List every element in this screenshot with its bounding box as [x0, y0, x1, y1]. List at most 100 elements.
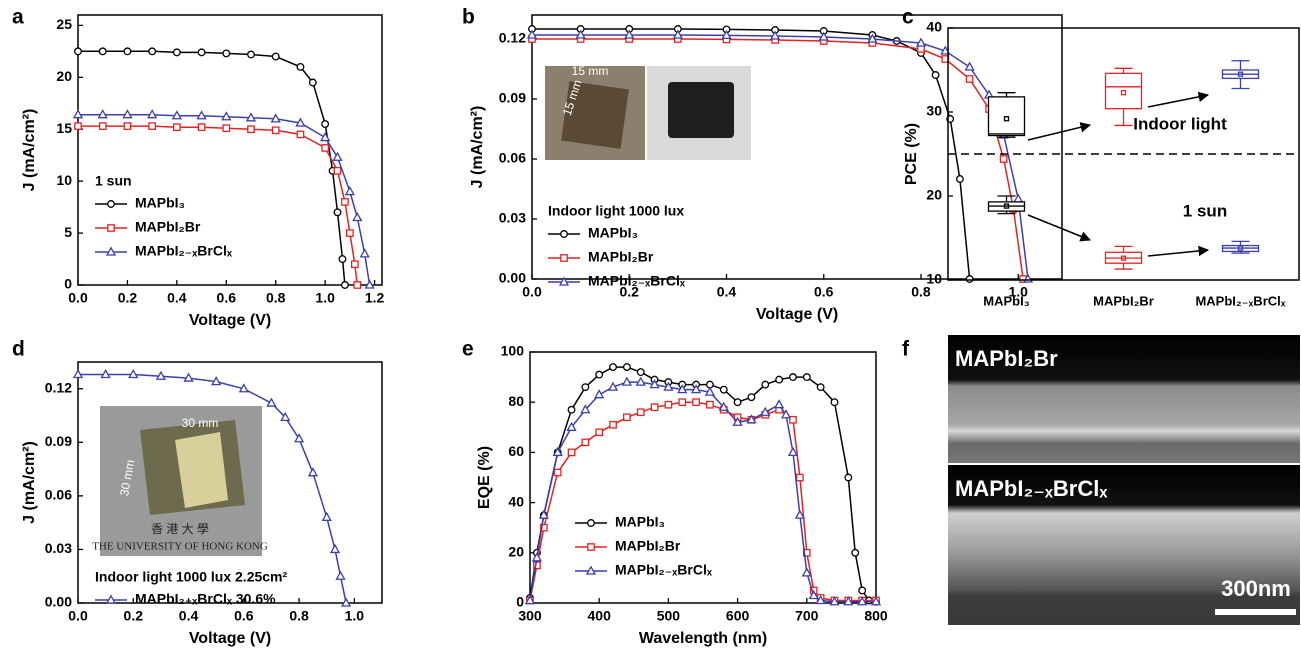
x-tick-label: MAPbI₃: [983, 293, 1029, 308]
mean: [1120, 90, 1127, 96]
marker: [624, 29, 635, 39]
x-tick-label: 1.0: [345, 608, 365, 624]
x-tick-label: 300: [518, 608, 542, 624]
x-tick-label: 0.0: [68, 290, 88, 306]
marker: [965, 275, 974, 283]
marker: [635, 376, 646, 386]
marker: [538, 509, 549, 519]
x-tick-label: 400: [588, 608, 612, 624]
marker: [296, 62, 305, 71]
marker: [858, 586, 867, 595]
y-tick-label: 0.00: [499, 270, 526, 286]
marker: [965, 75, 974, 83]
marker: [760, 406, 771, 416]
y-tick-label: 10: [56, 172, 72, 188]
x-tick-label: 800: [864, 608, 888, 624]
marker: [567, 448, 576, 457]
y-tick-label: 0: [64, 276, 72, 292]
marker: [321, 120, 330, 128]
x-tick-label: 0.4: [717, 284, 737, 300]
marker: [526, 29, 538, 39]
legend-label: MAPbI₃: [615, 514, 665, 530]
marker: [197, 48, 206, 57]
marker: [672, 29, 683, 39]
x-tick-label: 600: [726, 608, 750, 624]
y-tick-label: 25: [56, 16, 72, 32]
mean: [1003, 203, 1010, 209]
marker: [560, 254, 568, 262]
marker: [706, 400, 714, 409]
marker: [531, 552, 543, 562]
y-axis-label: J (mA/cm²): [21, 109, 38, 192]
y-tick-label: 80: [508, 393, 524, 409]
x-tick-label: 0.2: [118, 290, 138, 306]
marker: [595, 428, 604, 437]
y-tick-label: 10: [926, 271, 942, 287]
marker: [238, 383, 249, 393]
marker: [636, 408, 645, 417]
panel-letter: f: [902, 338, 910, 361]
marker: [721, 29, 732, 40]
x-tick-label: 0.2: [620, 284, 640, 300]
y-tick-label: 60: [508, 443, 524, 459]
marker: [359, 248, 370, 258]
marker: [844, 473, 853, 482]
marker: [221, 111, 232, 121]
marker: [173, 123, 181, 132]
y-tick-label: 0.06: [45, 487, 72, 503]
legend-label: MAPbI₂₋ₓBrClₓ 30.6%: [135, 591, 276, 607]
y-tick-label: 20: [56, 68, 72, 84]
marker: [770, 30, 781, 40]
legend-label: MAPbI₂Br: [588, 249, 654, 265]
marker: [105, 594, 117, 604]
legend-title: Indoor light 1000 lux 2.25cm²: [95, 569, 288, 585]
panel-letter: a: [12, 6, 24, 29]
marker: [196, 110, 207, 120]
marker: [732, 416, 743, 426]
marker: [332, 151, 343, 161]
legend-label: MAPbI₂₋ₓBrClₓ: [588, 273, 686, 289]
marker: [787, 446, 799, 457]
y-axis-label: PCE (%): [903, 123, 920, 185]
marker: [999, 155, 1008, 163]
y-tick-label: 40: [926, 19, 942, 35]
marker: [344, 186, 355, 196]
marker: [553, 468, 562, 477]
marker: [587, 543, 595, 551]
x-tick-label: 1.0: [315, 290, 335, 306]
marker: [197, 123, 206, 132]
marker: [524, 594, 536, 605]
inset-label: 香 港 大 學: [151, 522, 209, 536]
y-tick-label: 0.12: [499, 30, 526, 46]
marker: [353, 281, 362, 289]
panel-letter: e: [462, 338, 474, 361]
marker: [636, 368, 645, 377]
x-tick-label: 0.6: [217, 290, 237, 306]
y-tick-label: 5: [64, 224, 72, 240]
marker: [622, 363, 631, 372]
marker: [851, 548, 860, 557]
marker: [746, 414, 757, 424]
x-tick-label: 0.2: [124, 608, 144, 624]
y-tick-label: 0: [516, 594, 524, 610]
y-tick-label: 30: [926, 103, 942, 119]
legend-label: MAPbI₂Br: [615, 538, 681, 554]
marker: [155, 370, 167, 380]
marker: [692, 398, 700, 407]
y-axis-label: J (mA/cm²): [21, 441, 38, 524]
marker: [607, 381, 619, 391]
y-tick-label: 0.03: [499, 210, 526, 226]
marker: [690, 384, 702, 394]
marker: [581, 438, 590, 447]
marker: [843, 596, 854, 606]
marker: [211, 376, 222, 386]
marker: [123, 122, 132, 130]
marker: [704, 386, 716, 396]
marker: [539, 523, 548, 532]
marker: [329, 543, 341, 554]
marker: [341, 198, 349, 206]
panel-letter: d: [12, 338, 25, 361]
marker: [623, 413, 631, 422]
legend-label: MAPbI₂₋ₓBrClₓ: [135, 243, 233, 259]
